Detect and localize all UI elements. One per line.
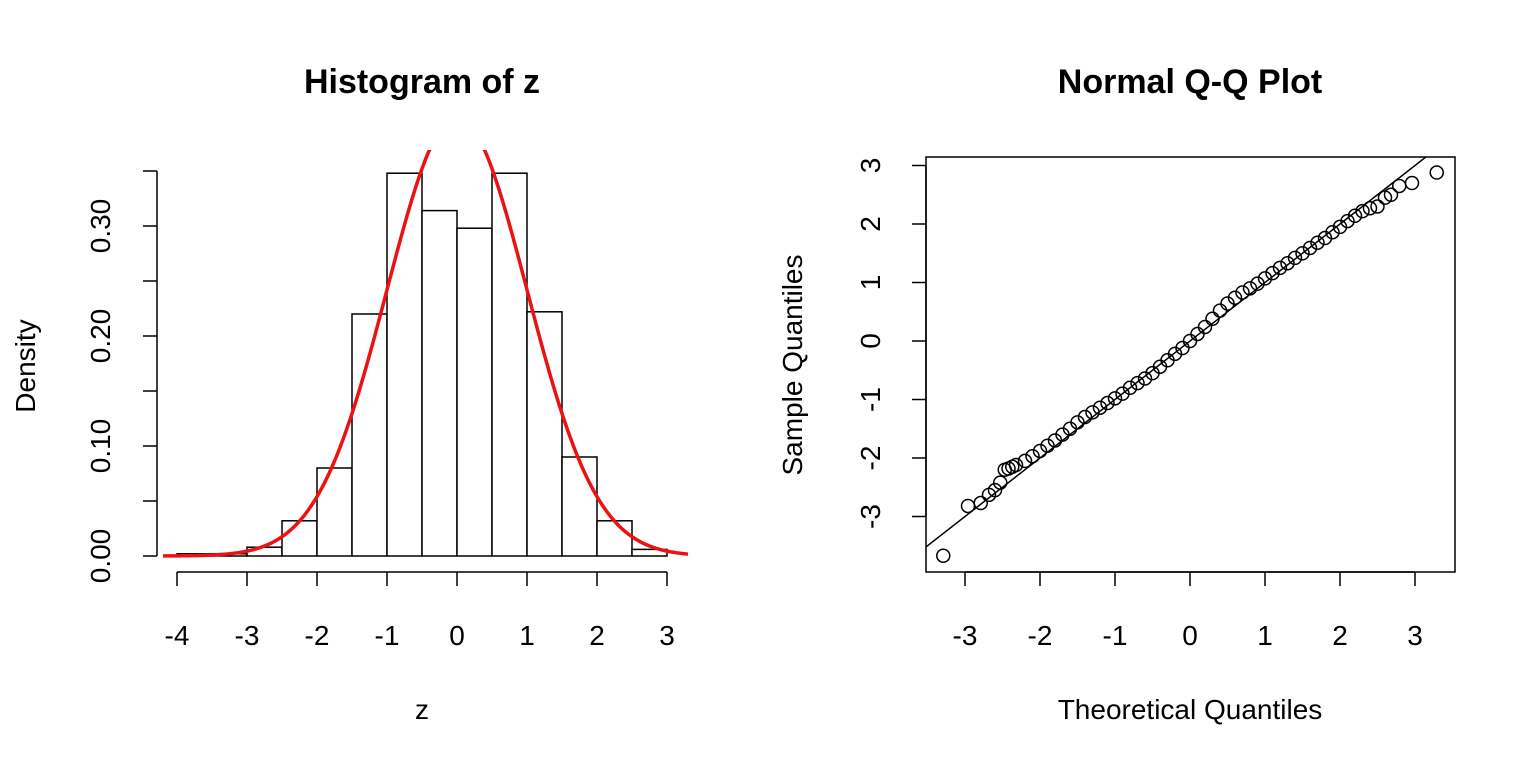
histogram-x-tick-label: -3 [235,620,260,651]
qq-point [1190,326,1205,342]
qq-y-tick-label: -3 [855,504,886,529]
qq-point [960,498,976,514]
histogram-x-tick-label: 3 [659,620,675,651]
qq-x-tick-label: 2 [1332,620,1348,651]
qq-y-tick-label: 1 [855,275,886,291]
histogram-bar [281,520,318,557]
qq-point [1265,265,1280,281]
qq-point [1032,443,1048,459]
histogram-y-axis-label: Density [10,319,41,412]
qq-point [1392,178,1407,194]
qq-x-tick-label: -3 [953,620,978,651]
qq-point [1242,281,1258,296]
qq-point [993,475,1008,490]
histogram-bar [526,311,563,557]
histogram-x-tick-label: 0 [449,620,465,651]
qq-y-tick-label: 3 [855,158,886,174]
qq-point [1250,276,1265,291]
histogram-x-axis-label: z [415,694,429,725]
qq-point [1107,391,1123,406]
qq-point [1092,400,1108,415]
histogram-bar [596,520,633,557]
qq-plot-panel: Normal Q-Q Plot Theoretical Quantiles Sa… [777,63,1456,725]
histogram-bar [491,172,528,557]
qq-point [1295,246,1310,261]
qq-point [1340,213,1355,229]
qq-plot-title: Normal Q-Q Plot [1058,63,1322,101]
qq-point [1362,200,1378,216]
histogram-x-tick-label: 1 [519,620,535,651]
qq-point [1429,165,1444,180]
qq-point [1310,235,1325,250]
qq-point [1070,415,1085,430]
histogram-bars [176,172,668,557]
qq-x-axis: -3 -2 -1 0 1 2 3 [953,571,1423,651]
qq-point [1347,208,1363,224]
histogram-bar [456,227,493,557]
qq-x-axis-label: Theoretical Quantiles [1058,694,1323,725]
qq-point [1025,448,1040,464]
qq-x-tick-label: -2 [1028,620,1053,651]
qq-point [1302,240,1318,256]
histogram-x-tick-label: -2 [305,620,330,651]
histogram-y-axis: 0.00 0.10 0.20 0.30 [85,170,158,584]
qq-point [973,495,988,511]
histogram-bar [386,172,423,557]
histogram-x-axis: -4 -3 -2 -1 0 1 2 3 [165,571,675,651]
histogram-y-tick-label: 0.30 [85,199,116,254]
qq-point [1017,453,1033,469]
qq-y-axis-label: Sample Quantiles [777,254,808,475]
qq-point [1272,260,1288,276]
qq-point [1383,187,1399,202]
histogram-x-tick-label: 2 [589,620,605,651]
qq-point [1257,271,1273,286]
qq-point [1212,303,1228,318]
qq-x-tick-label: 3 [1407,620,1423,651]
qq-y-tick-label: -2 [855,446,886,471]
qq-point [1085,405,1100,420]
qq-x-tick-label: -1 [1103,620,1128,651]
histogram-panel: Histogram of z z Density -4 -3 -2 -1 0 1 2 3 0.… [10,63,689,725]
qq-plot-frame [925,156,1456,573]
qq-point [1280,255,1295,271]
histogram-bar [316,467,353,557]
qq-point [1227,290,1243,305]
qq-reference-line [926,157,1428,548]
qq-point [1008,457,1024,473]
histogram-x-tick-label: -1 [375,620,400,651]
qq-point [1137,371,1153,386]
qq-point [1040,438,1055,453]
qq-point [1325,224,1340,240]
qq-point [936,548,951,563]
qq-point [1130,375,1145,391]
qq-y-axis: -3 -2 -1 0 1 2 3 [855,158,927,529]
qq-point [1077,409,1093,425]
histogram-y-tick-label: 0.10 [85,419,116,474]
qq-x-tick-label: 1 [1257,620,1273,651]
qq-points [936,165,1444,563]
qq-point [1370,199,1385,214]
histogram-bar [561,456,598,557]
qq-point [1205,311,1220,327]
qq-point [1197,319,1213,335]
qq-point [1287,250,1303,266]
qq-y-tick-label: -1 [855,387,886,412]
qq-x-tick-label: 0 [1182,620,1198,651]
qq-y-tick-label: 0 [855,333,886,349]
qq-point [1235,285,1250,300]
normal-density-curve [162,150,689,558]
histogram-y-tick-label: 0.20 [85,309,116,364]
qq-point [1404,175,1420,191]
histogram-bar [421,209,458,557]
qq-point [1122,380,1138,396]
qq-point [1355,203,1370,219]
histogram-title: Histogram of z [304,63,540,101]
histogram-y-tick-label: 0.00 [85,529,116,584]
qq-y-tick-label: 2 [855,216,886,232]
histogram-x-tick-label: -4 [165,620,190,651]
qq-point [1100,395,1115,411]
qq-point [987,482,1003,498]
